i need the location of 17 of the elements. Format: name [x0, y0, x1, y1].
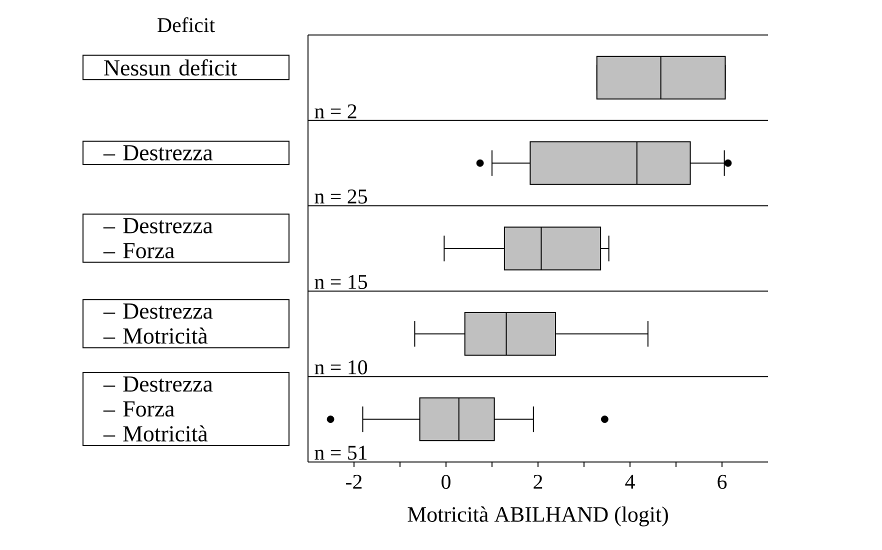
x-axis-title: Motricità ABILHAND (logit): [408, 506, 668, 526]
y-tick-label: – Destrezza: [103, 145, 213, 160]
annotation: n = 2: [314, 104, 356, 118]
y-axis-title: Deficit: [158, 17, 215, 32]
x-tick-label: -2: [346, 474, 362, 489]
annotation: n = 51: [314, 446, 367, 460]
x-tick-label: 0: [442, 474, 450, 489]
annotation: n = 25: [314, 190, 368, 204]
x-tick-label: 4: [625, 474, 635, 489]
y-tick-label: – Destrezza – Forza – Motricità: [103, 376, 213, 442]
y-tick-label: – Destrezza – Forza: [103, 218, 213, 258]
x-tick-label: 6: [718, 474, 727, 489]
y-tick-label: Nessun deficit: [104, 59, 238, 76]
x-tick-label: 2: [534, 474, 542, 489]
y-tick-label: – Destrezza – Motricità: [103, 304, 213, 344]
annotation: n = 15: [314, 274, 368, 289]
annotation: n = 10: [314, 360, 368, 374]
